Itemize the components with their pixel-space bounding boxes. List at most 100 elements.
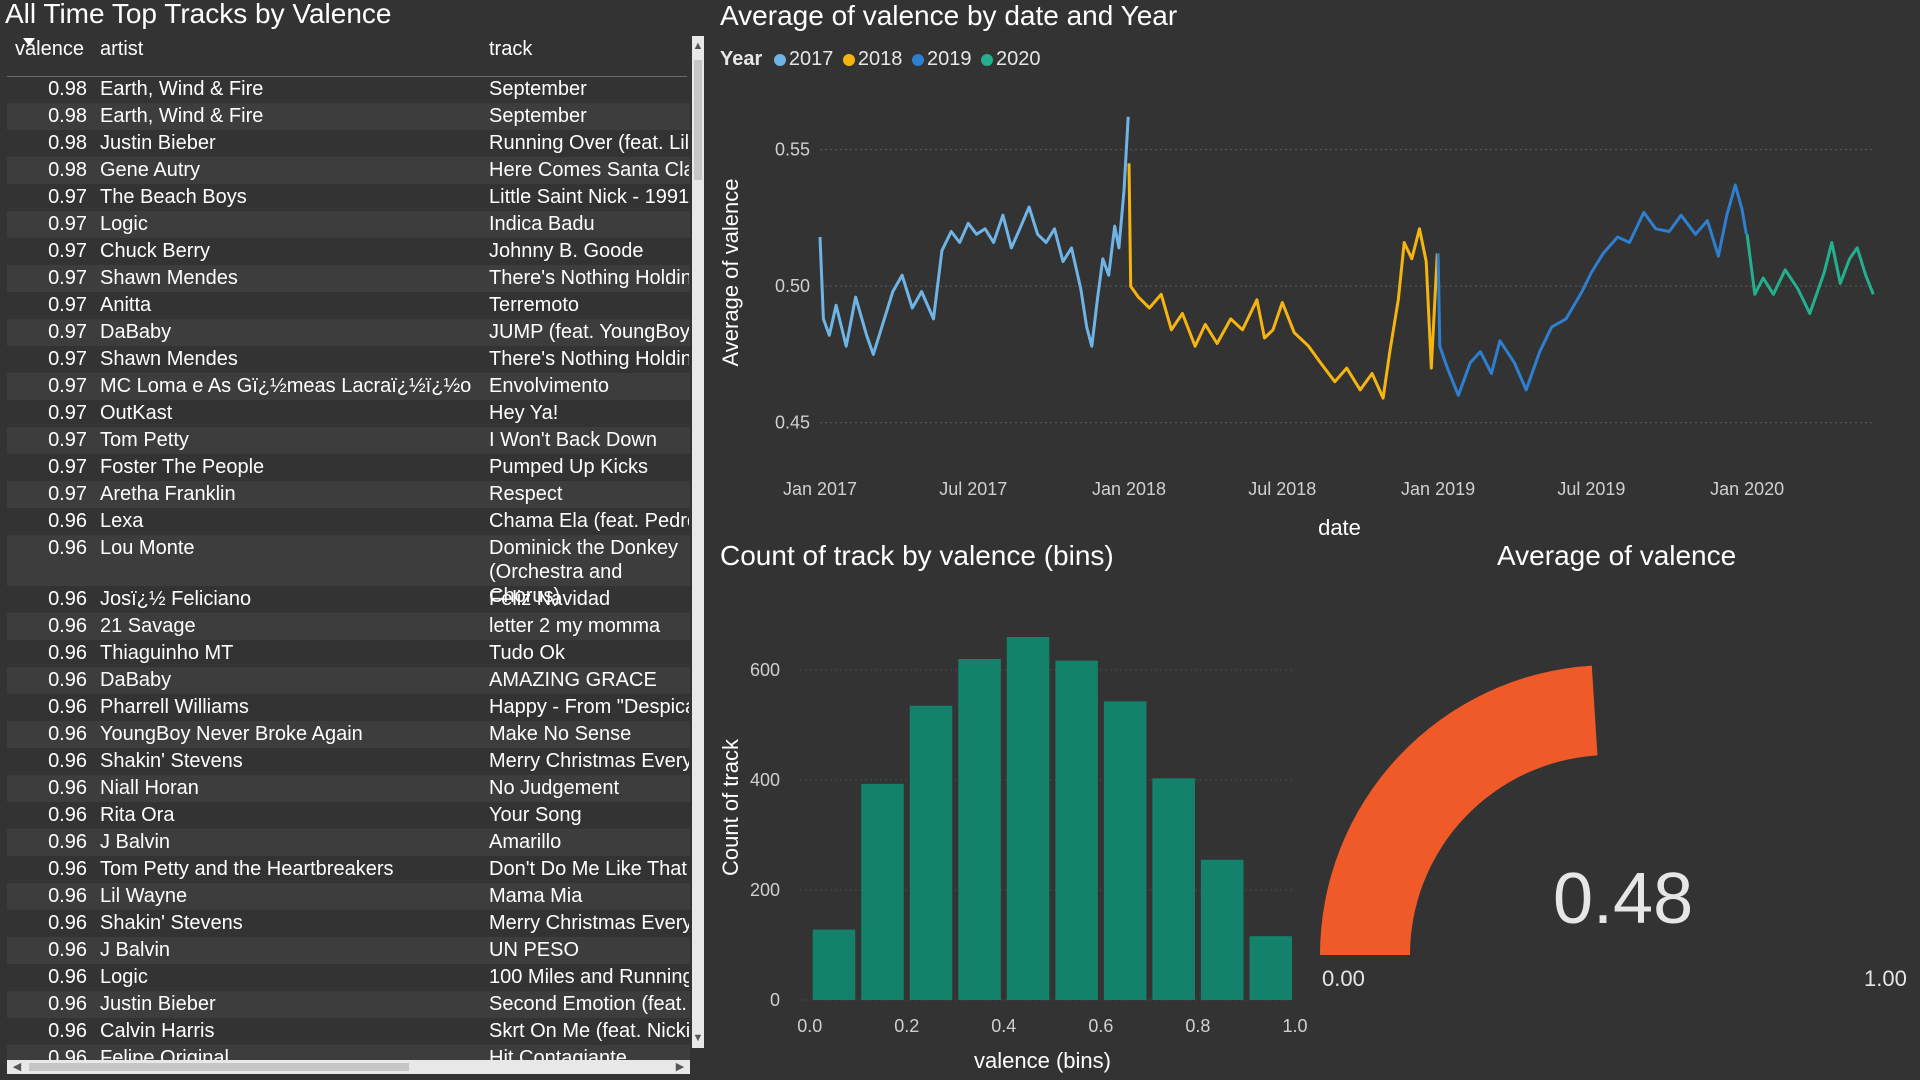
track-cell: Chama Ela (feat. Pedro (489, 510, 689, 532)
track-cell: No Judgement (489, 777, 620, 799)
valence-histogram[interactable]: 0 200 400 600 0.0 0.2 0.4 0.6 0.8 1.0 valence (bin… (715, 585, 1315, 1080)
track-cell: Merry Christmas Every (489, 750, 689, 772)
table-row[interactable]: 0.98 Gene Autry Here Comes Santa Cla (7, 157, 690, 184)
legend-item-2020[interactable]: 2020 (981, 48, 1041, 70)
track-cell: Running Over (feat. Lil (489, 132, 689, 154)
table-row[interactable]: 0.96 YoungBoy Never Broke Again Make No Se… (7, 721, 690, 748)
horizontal-scrollbar[interactable]: ◀ ▶ (7, 1060, 690, 1074)
track-cell: Little Saint Nick - 1991 (489, 186, 689, 208)
track-cell: 100 Miles and Running (489, 966, 689, 988)
valence-cell: 0.97 (48, 375, 87, 397)
table-row[interactable]: 0.98 Earth, Wind & Fire September (7, 76, 690, 103)
table-row[interactable]: 0.96 Lou Monte Dominick the Donkey (Orches… (7, 535, 690, 607)
table-row[interactable]: 0.98 Earth, Wind & Fire September (7, 103, 690, 130)
table-row[interactable]: 0.96 21 Savage letter 2 my momma (7, 613, 690, 640)
table-row[interactable]: 0.96 Shakin' Stevens Merry Christmas Every (7, 910, 690, 937)
table-row[interactable]: 0.97 Foster The People Pumped Up Kicks (7, 454, 690, 481)
artist-cell: Tom Petty (100, 429, 189, 451)
scroll-down-icon[interactable]: ▼ (692, 1032, 704, 1044)
table-row[interactable]: 0.97 Aretha Franklin Respect (7, 481, 690, 508)
gauge-fill (1320, 665, 1598, 955)
table-row[interactable]: 0.96 Felipe Original Hit Contagiante (7, 1045, 690, 1060)
table-row[interactable]: 0.96 Lexa Chama Ela (feat. Pedro (7, 508, 690, 535)
table-row[interactable]: 0.96 Rita Ora Your Song (7, 802, 690, 829)
valence-line-chart[interactable]: 0.45 0.50 0.55 Jan 2017 Jul 2017 Jan 2018 Jul … (715, 75, 1905, 545)
sort-descending-icon[interactable] (23, 38, 35, 46)
legend-item-2017[interactable]: 2017 (773, 48, 833, 70)
valence-cell: 0.97 (48, 456, 87, 478)
track-cell: Feliz Navidad (489, 588, 611, 610)
table-row[interactable]: 0.96 Justin Bieber Second Emotion (feat. (7, 991, 690, 1018)
valence-cell: 0.96 (48, 1020, 87, 1042)
artist-cell: 21 Savage (100, 615, 196, 637)
table-row[interactable]: 0.96 Thiaguinho MT Tudo Ok (7, 640, 690, 667)
table-row[interactable]: 0.96 DaBaby AMAZING GRACE (7, 667, 690, 694)
valence-cell: 0.96 (48, 885, 87, 907)
line-series-2017[interactable] (818, 116, 1130, 356)
track-cell: Dominick the Donkey (Orchestra and Choru… (489, 537, 678, 607)
line-chart-title: Average of valence by date and Year (720, 0, 1178, 31)
line-series-2020[interactable] (1745, 234, 1875, 315)
table-row[interactable]: 0.96 Pharrell Williams Happy - From "Despi… (7, 694, 690, 721)
average-valence-gauge[interactable] (1310, 620, 1910, 970)
horizontal-scroll-thumb[interactable] (29, 1063, 409, 1071)
table-row[interactable]: 0.97 Chuck Berry Johnny B. Goode (7, 238, 690, 265)
track-cell: Johnny B. Goode (489, 240, 644, 262)
column-header-artist[interactable]: artist (100, 38, 144, 60)
table-row[interactable]: 0.97 OutKast Hey Ya! (7, 400, 690, 427)
x-tick-label: 0.4 (991, 1016, 1016, 1036)
column-header-track[interactable]: track (489, 38, 533, 60)
table-row[interactable]: 0.97 Shawn Mendes There's Nothing Holdin (7, 265, 690, 292)
track-cell: Second Emotion (feat. (489, 993, 687, 1015)
track-cell: Skrt On Me (feat. Nicki (489, 1020, 689, 1042)
table-row[interactable]: 0.96 J Balvin Amarillo (7, 829, 690, 856)
line-series-2018[interactable] (1127, 163, 1439, 400)
vertical-scrollbar[interactable]: ▲ ▼ (692, 36, 704, 1048)
table-row[interactable]: 0.96 Tom Petty and the Heartbreakers Don't… (7, 856, 690, 883)
histogram-bar[interactable] (1249, 936, 1292, 1000)
legend-item-2018[interactable]: 2018 (842, 48, 902, 70)
line-chart-legend: Year 2017 2018 2019 2020 (720, 48, 1045, 71)
artist-cell: Thiaguinho MT (100, 642, 234, 664)
table-row[interactable]: 0.97 Tom Petty I Won't Back Down (7, 427, 690, 454)
histogram-bar[interactable] (812, 929, 856, 1000)
table-row[interactable]: 0.97 MC Loma e As Gï¿½meas Lacraï¿½ï¿½o En… (7, 373, 690, 400)
table-row[interactable]: 0.97 DaBaby JUMP (feat. YoungBoy (7, 319, 690, 346)
artist-cell: Lil Wayne (100, 885, 188, 907)
table-row[interactable]: 0.98 Justin Bieber Running Over (feat. Lil (7, 130, 690, 157)
table-row[interactable]: 0.96 J Balvin UN PESO (7, 937, 690, 964)
valence-cell: 0.97 (48, 240, 87, 262)
legend-item-2019[interactable]: 2019 (911, 48, 971, 70)
x-tick-label: 0.2 (894, 1016, 919, 1036)
histogram-bar[interactable] (909, 705, 953, 1000)
artist-cell: Justin Bieber (100, 993, 216, 1015)
valence-cell: 0.96 (48, 939, 87, 961)
track-cell: JUMP (feat. YoungBoy (489, 321, 689, 343)
vertical-scroll-thumb[interactable] (694, 60, 702, 180)
histogram-bar[interactable] (1055, 660, 1098, 1000)
histogram-bar[interactable] (1006, 637, 1050, 1000)
scroll-left-icon[interactable]: ◀ (12, 1061, 22, 1073)
valence-cell: 0.97 (48, 267, 87, 289)
table-row[interactable]: 0.97 Shawn Mendes There's Nothing Holdin (7, 346, 690, 373)
histogram-bar[interactable] (1103, 701, 1147, 1000)
table-row[interactable]: 0.96 Josï¿½ Feliciano Feliz Navidad (7, 586, 690, 613)
histogram-bar[interactable] (861, 783, 904, 1000)
table-row[interactable]: 0.97 Anitta Terremoto (7, 292, 690, 319)
line-series-2019[interactable] (1436, 183, 1748, 397)
histogram-bar[interactable] (958, 659, 1001, 1000)
table-row[interactable]: 0.96 Logic 100 Miles and Running (7, 964, 690, 991)
valence-cell: 0.98 (48, 105, 87, 127)
histogram-bar[interactable] (1152, 778, 1195, 1000)
table-row[interactable]: 0.97 Logic Indica Badu (7, 211, 690, 238)
table-row[interactable]: 0.96 Shakin' Stevens Merry Christmas Every (7, 748, 690, 775)
artist-cell: Chuck Berry (100, 240, 211, 262)
table-row[interactable]: 0.97 The Beach Boys Little Saint Nick - 19… (7, 184, 690, 211)
table-row[interactable]: 0.96 Calvin Harris Skrt On Me (feat. Nicki (7, 1018, 690, 1045)
scroll-right-icon[interactable]: ▶ (675, 1061, 685, 1073)
y-axis-title: Count of track (718, 738, 743, 876)
table-row[interactable]: 0.96 Niall Horan No Judgement (7, 775, 690, 802)
table-row[interactable]: 0.96 Lil Wayne Mama Mia (7, 883, 690, 910)
scroll-up-icon[interactable]: ▲ (692, 40, 704, 52)
histogram-bar[interactable] (1200, 859, 1244, 1000)
